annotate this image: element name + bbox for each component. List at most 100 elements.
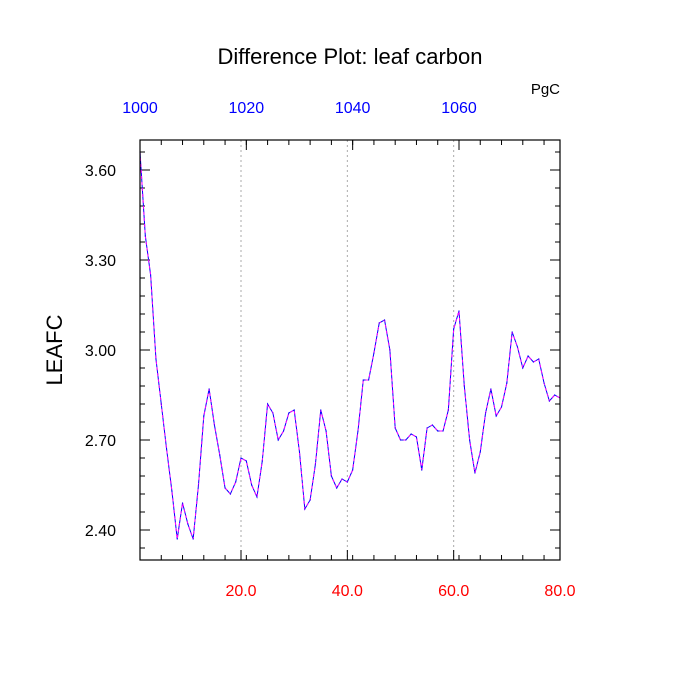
y-tick-label: 3.30 [85,253,116,270]
data-point [171,490,173,492]
units-label: PgC [531,81,560,98]
data-point [506,382,508,384]
x-bottom-tick-label: 80.0 [544,583,575,600]
data-point [150,274,152,276]
data-point [357,430,359,432]
data-point [511,331,513,333]
data-point [213,424,216,426]
axis-ticks [139,140,561,560]
x-top-tick-label: 1020 [229,100,265,117]
x-top-tick-label: 1040 [335,100,371,117]
series-line-dashed [139,151,561,540]
data-point [516,346,519,348]
data-point [304,508,306,510]
y-tick-label: 2.40 [85,523,116,540]
data-point [261,460,263,462]
plot-frame [139,139,561,561]
data-point [235,481,237,483]
data-point [495,415,497,417]
data-point [288,412,290,414]
data-point [426,427,428,429]
data-point [330,475,332,477]
data-point [500,406,503,408]
data-point [298,451,301,453]
data-point [325,430,327,432]
data-point [224,487,226,489]
data-point [144,235,146,237]
data-point [554,394,556,396]
data-point [320,409,322,411]
tick-labels: 20.0 40.0 60.0 80.0 1000 1020 1040 1060 2.40 2.70… [85,100,576,600]
y-tick-label: 2.70 [85,433,116,450]
data-point [378,322,380,324]
data-point [368,379,370,381]
data-point [187,523,189,525]
data-point [469,439,471,441]
data-point [197,484,200,486]
data-point [394,427,396,429]
y-axis-label: LEAFC [42,314,67,385]
data-point [229,493,231,495]
data-point [309,499,311,501]
data-point [415,436,418,438]
data-point [548,400,550,402]
x-bottom-tick-label: 40.0 [332,583,363,600]
data-point [389,349,391,351]
data-point [527,355,529,357]
data-point [421,469,423,471]
data-point [474,472,476,474]
data-point [543,382,545,384]
data-point [490,388,492,390]
series-line [139,151,561,540]
data-point [192,538,194,540]
data-point [266,403,269,405]
x-bottom-tick-label: 60.0 [438,583,469,600]
data-point [399,439,402,441]
data-point [272,412,274,414]
data-point [176,538,178,540]
data-point [352,469,354,471]
data-point [362,379,364,381]
data-point [410,433,412,435]
y-tick-label: 3.00 [85,343,116,360]
data-point [447,409,449,411]
data-point [405,439,407,441]
data-point [245,460,247,462]
data-point [240,457,242,459]
data-point [314,463,317,465]
data-point [160,403,162,405]
data-point [336,487,338,489]
data-point [522,367,524,369]
data-point [538,358,540,360]
data-point [437,430,439,432]
data-point [293,409,295,411]
data-point [442,430,444,432]
grid-lines [240,140,455,560]
data-point [453,328,455,330]
chart-title: Difference Plot: leaf carbon [218,44,483,69]
data-point [346,481,348,483]
data-point [431,424,434,426]
data-point [383,319,386,321]
data-point [203,415,205,417]
x-bottom-tick-label: 20.0 [225,583,256,600]
data-point [458,310,460,312]
data-point [484,412,487,414]
data-point [479,451,481,453]
data-point [256,496,258,498]
data-point [341,478,343,480]
data-point [251,484,253,486]
data-point [277,439,279,441]
x-top-tick-label: 1000 [122,100,158,117]
y-tick-label: 3.60 [85,163,116,180]
data-point [165,448,168,450]
data-point [532,361,535,363]
x-top-tick-label: 1060 [441,100,477,117]
data-point [208,388,210,390]
data-point [155,358,157,360]
data-point [219,454,221,456]
series-layer [139,151,561,540]
data-point [373,352,375,354]
data-point [282,430,285,432]
